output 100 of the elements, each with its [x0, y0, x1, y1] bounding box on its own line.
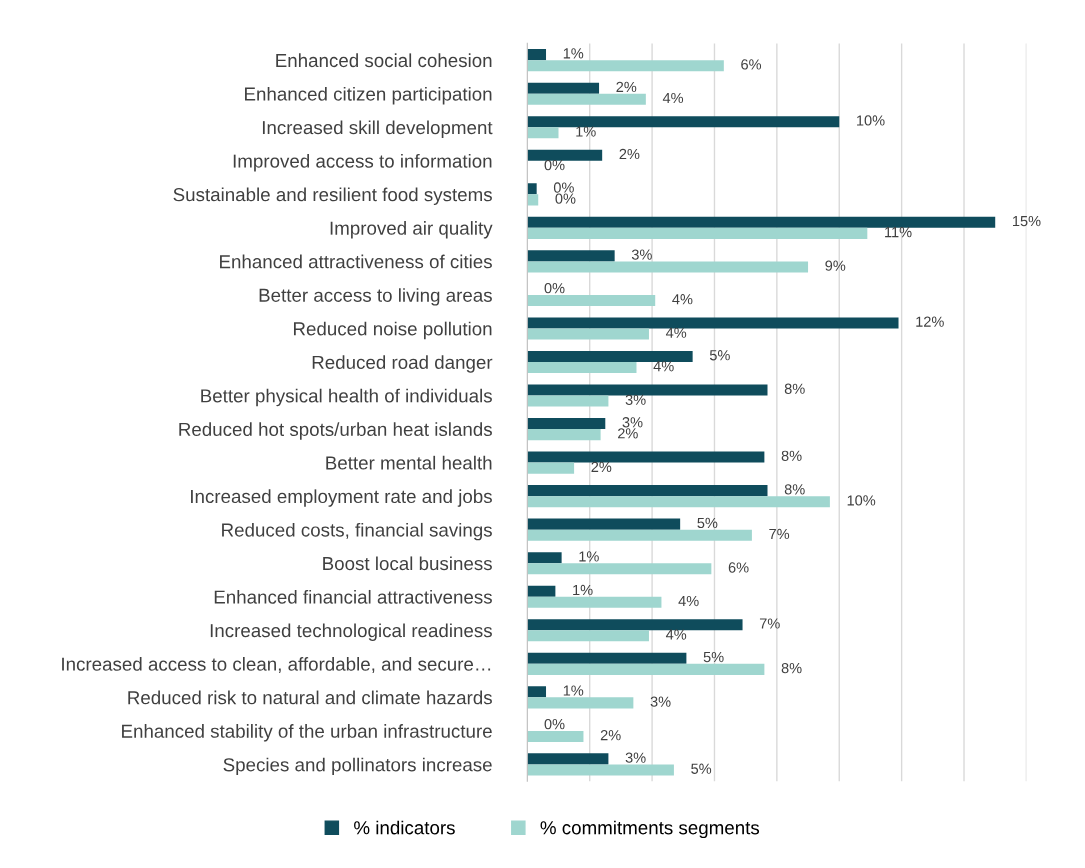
data-label: 5% [691, 763, 712, 774]
bar [527, 49, 547, 61]
data-label: 6% [741, 59, 762, 70]
bar [527, 529, 752, 541]
bar [527, 630, 649, 642]
data-label: 6% [728, 562, 749, 573]
data-label: 2% [600, 730, 621, 741]
data-label: 4% [662, 92, 684, 104]
y-tick-label: Increased technological readiness [210, 623, 492, 641]
data-label: 5% [697, 517, 718, 529]
bar [527, 730, 584, 742]
y-tick-label: Species and pollinators increase [223, 757, 492, 776]
y-tick-label: Enhanced financial attractiveness [214, 589, 492, 604]
bar [527, 362, 637, 374]
data-label: 0% [544, 718, 565, 730]
data-label: 3% [631, 249, 652, 260]
bar [527, 294, 656, 306]
bar [527, 619, 743, 631]
bar [527, 552, 562, 564]
y-tick-label: Enhanced citizen participation [245, 86, 492, 105]
bar [527, 350, 693, 362]
data-label: 8% [784, 484, 805, 495]
data-label: 7% [769, 528, 790, 540]
data-label: 2% [618, 428, 638, 439]
y-tick-label: Reduced road danger [312, 355, 493, 373]
data-label: 1% [576, 126, 596, 137]
data-label: 3% [650, 696, 671, 707]
bar [527, 652, 687, 664]
y-tick-label: Reduced risk to natural and climate hazards [128, 690, 492, 705]
bar [527, 149, 603, 161]
y-tick-label: Increased access to clean, affordable, and secure… [62, 657, 491, 674]
data-label: 10% [857, 115, 885, 126]
bar [527, 93, 646, 105]
y-tick-label: Better physical health of individuals [201, 388, 492, 407]
bar [527, 194, 539, 206]
data-label: 4% [665, 327, 687, 338]
data-label: 9% [825, 260, 846, 271]
bar [527, 429, 601, 441]
y-tick-label: Increased employment rate and jobs [191, 489, 492, 507]
data-label: 4% [672, 294, 693, 305]
data-label: 15% [1012, 215, 1041, 227]
legend-label: % indicators [354, 820, 455, 835]
data-label: 3% [622, 417, 643, 428]
bar [527, 518, 681, 530]
bar [527, 183, 537, 195]
data-label: 3% [625, 752, 646, 763]
data-label: 1% [563, 685, 584, 696]
data-label: 11% [885, 227, 912, 238]
y-tick-label: Enhanced social cohesion [276, 53, 492, 68]
bar [527, 485, 768, 497]
y-tick-label: Boost local business [323, 556, 492, 571]
y-tick-label: Increased skill development [262, 120, 493, 138]
data-label: 8% [781, 662, 802, 674]
data-label: 0% [553, 182, 574, 193]
bar [527, 384, 768, 396]
bar [527, 596, 662, 608]
data-label: 5% [703, 651, 724, 663]
data-label: 8% [781, 450, 802, 461]
data-label: 4% [678, 595, 699, 607]
bar [527, 127, 559, 139]
bar [527, 261, 809, 273]
data-label: 8% [784, 383, 805, 394]
y-tick-label: Reduced costs, financial savings [222, 522, 492, 541]
y-tick-label: Reduced hot spots/urban heat islands [179, 422, 492, 440]
data-label: 4% [665, 629, 687, 640]
y-tick-label: Better access to living areas [259, 288, 492, 306]
data-label: 2% [591, 461, 612, 472]
bar [527, 250, 615, 262]
y-tick-label: Sustainable and resilient food systems [173, 187, 492, 205]
data-label: 4% [653, 361, 674, 372]
bar [527, 116, 840, 128]
bar [527, 663, 765, 675]
y-tick-label: Improved air quality [330, 221, 493, 239]
data-label: 5% [709, 350, 730, 361]
bar [527, 764, 674, 776]
bar [527, 317, 899, 329]
bar [527, 82, 600, 94]
data-label: 12% [916, 316, 944, 327]
bar [527, 227, 868, 239]
bar [527, 328, 649, 340]
data-label: 1% [579, 551, 599, 562]
bar [527, 697, 634, 709]
data-label: 1% [563, 48, 584, 59]
bar [527, 418, 606, 430]
bar [527, 216, 996, 228]
data-label: 0% [544, 159, 565, 171]
bar [527, 451, 765, 463]
data-label: 2% [616, 81, 637, 93]
bar [527, 60, 724, 72]
data-label: 3% [625, 394, 646, 405]
data-label: 2% [619, 148, 640, 160]
data-label: 10% [847, 495, 876, 506]
bar [527, 585, 556, 597]
bar [527, 686, 547, 698]
bar [527, 753, 609, 765]
bar [527, 496, 830, 508]
legend-label: % commitments segments [540, 820, 760, 839]
data-label: 1% [573, 584, 593, 596]
y-tick-label: Better mental health [326, 455, 492, 470]
data-label: 0% [544, 282, 565, 294]
